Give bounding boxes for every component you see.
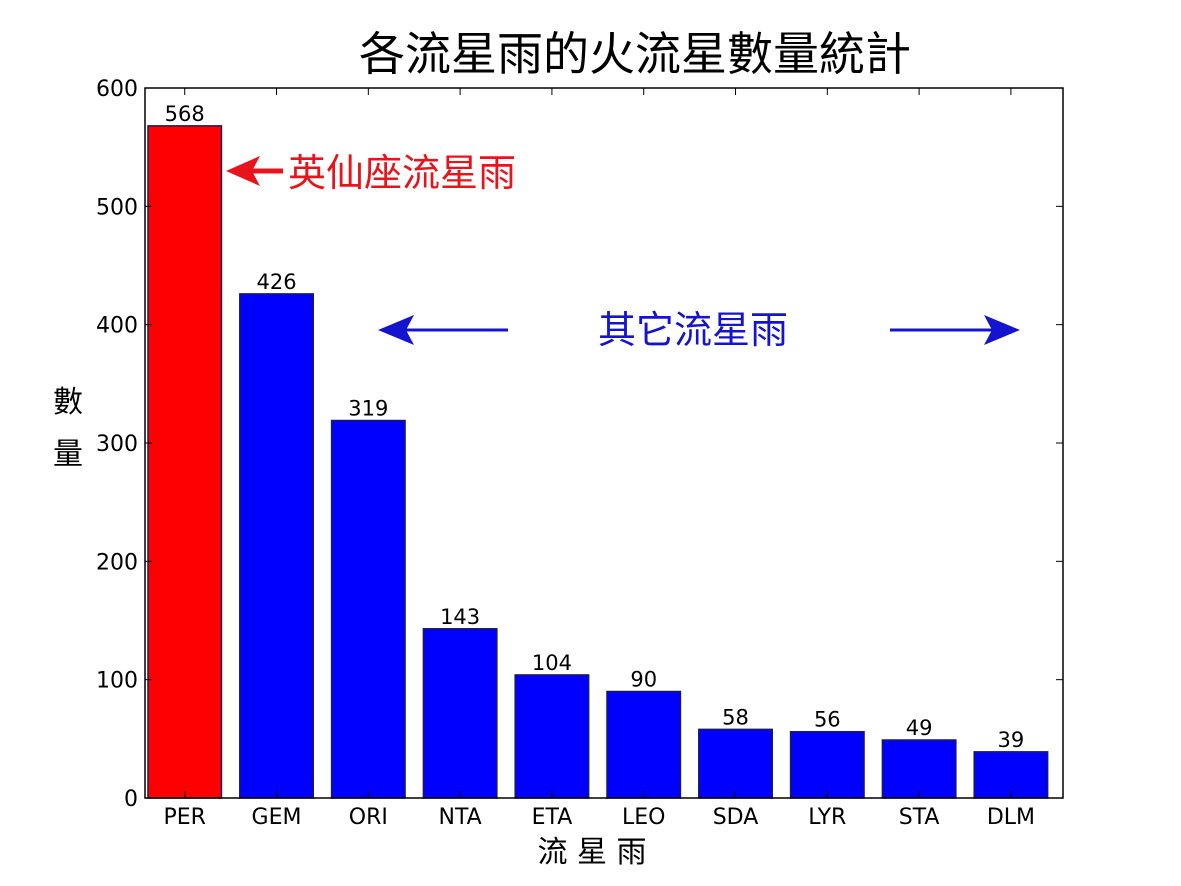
- data-label: 56: [814, 708, 841, 732]
- x-tick-label: LEO: [622, 805, 665, 830]
- y-tick-labels: 0 100 200 300 400 500 600: [96, 77, 138, 812]
- annotation-text-highlight: 英仙座流星雨: [288, 151, 516, 195]
- data-label: 58: [722, 705, 749, 729]
- ticks-group: [145, 87, 1063, 799]
- data-label: 90: [630, 668, 657, 692]
- data-label: 104: [532, 651, 572, 675]
- bar-lyr: [789, 730, 865, 799]
- data-label: 426: [256, 270, 296, 294]
- data-label: 568: [165, 102, 205, 126]
- annotation-others: 其它流星雨: [378, 308, 1020, 352]
- x-tick-label: STA: [899, 805, 940, 830]
- bars-group: [147, 125, 1049, 799]
- x-axis-label: 流 星 雨: [537, 835, 646, 870]
- y-tick-label: 500: [96, 195, 138, 220]
- bar-eta: [514, 674, 590, 799]
- x-tick-label: LYR: [808, 805, 846, 830]
- bar-sda: [698, 728, 773, 799]
- chart-title: 各流星雨的火流星數量統計: [359, 27, 911, 81]
- x-tick-label: ETA: [532, 805, 573, 830]
- data-label: 39: [998, 728, 1025, 752]
- data-label: 319: [348, 397, 388, 421]
- bar-ori: [330, 419, 406, 799]
- bar-per: [147, 125, 223, 799]
- y-axis-label: 數量: [53, 385, 83, 472]
- y-tick-label: 0: [124, 787, 138, 812]
- x-tick-labels: PER GEM ORI NTA ETA LEO SDA LYR STA DLM: [163, 805, 1035, 830]
- data-label: 143: [440, 605, 480, 629]
- left-arrow-head-icon: [226, 156, 260, 186]
- annotation-text-others: 其它流星雨: [598, 308, 788, 352]
- data-label: 49: [906, 716, 933, 740]
- y-tick-label: 100: [96, 669, 138, 694]
- y-tick-label: 200: [96, 550, 138, 575]
- x-tick-label: GEM: [252, 805, 302, 830]
- right-arrow-head-icon: [984, 315, 1020, 345]
- x-tick-label: PER: [163, 805, 205, 830]
- y-tick-label: 400: [96, 314, 138, 339]
- annotation-highlight: 英仙座流星雨: [226, 151, 516, 195]
- y-tick-label: 600: [96, 77, 138, 102]
- bar-dlm: [973, 751, 1049, 799]
- bar-leo: [606, 690, 682, 799]
- data-labels: 568 426 319 143 104 90 58 56 49 39: [165, 102, 1025, 752]
- bar-gem: [239, 293, 314, 799]
- bar-nta: [422, 628, 498, 799]
- bar-sta: [881, 739, 957, 799]
- x-tick-label: SDA: [713, 805, 759, 830]
- left-arrow-head-icon: [378, 315, 414, 345]
- y-tick-label: 300: [96, 432, 138, 457]
- x-tick-label: ORI: [349, 805, 388, 830]
- x-tick-label: DLM: [987, 805, 1035, 830]
- x-tick-label: NTA: [438, 805, 481, 830]
